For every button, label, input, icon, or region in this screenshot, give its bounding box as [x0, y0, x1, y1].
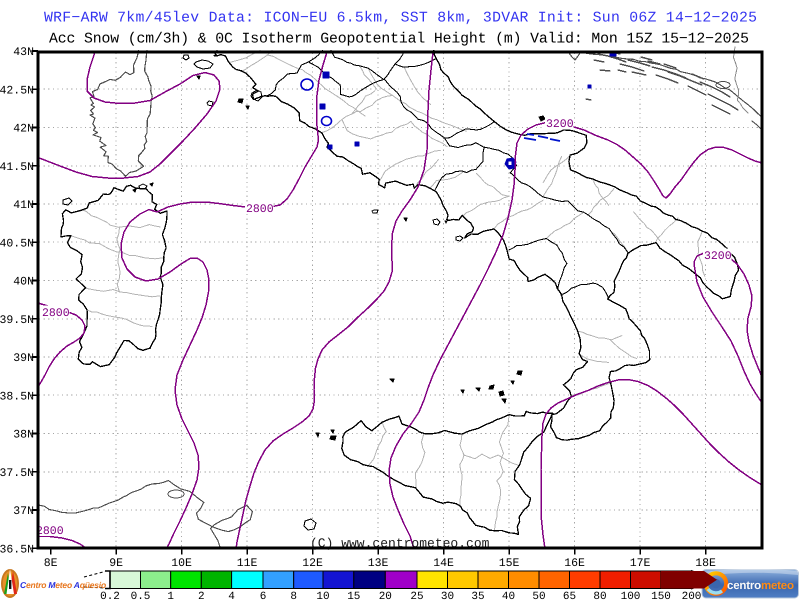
svg-text:3200: 3200: [546, 118, 574, 131]
svg-text:25: 25: [410, 591, 423, 600]
svg-text:36.5N: 36.5N: [0, 544, 34, 557]
svg-text:42N: 42N: [13, 123, 34, 136]
svg-text:200: 200: [682, 591, 702, 600]
svg-text:11E: 11E: [237, 557, 258, 570]
svg-text:0.2: 0.2: [100, 591, 120, 600]
svg-text:18E: 18E: [695, 557, 716, 570]
svg-text:50: 50: [532, 591, 545, 600]
svg-text:20: 20: [379, 591, 392, 600]
svg-text:41N: 41N: [13, 199, 34, 212]
svg-text:6: 6: [260, 591, 267, 600]
svg-text:Acc Snow (cm/3h) & 0C Isotherm: Acc Snow (cm/3h) & 0C Isotherm Geopotent…: [49, 32, 749, 48]
svg-text:13E: 13E: [368, 557, 389, 570]
svg-text:30: 30: [441, 591, 454, 600]
svg-text:37.5N: 37.5N: [0, 467, 34, 480]
svg-text:43N: 43N: [13, 46, 34, 59]
svg-text:15E: 15E: [499, 557, 520, 570]
svg-text:9E: 9E: [109, 557, 123, 570]
svg-text:42.5N: 42.5N: [0, 85, 34, 98]
svg-text:40: 40: [502, 591, 515, 600]
svg-text:80: 80: [593, 591, 606, 600]
svg-text:10: 10: [316, 591, 329, 600]
svg-text:10E: 10E: [171, 557, 192, 570]
svg-text:3200: 3200: [704, 250, 732, 263]
svg-text:38N: 38N: [13, 429, 34, 442]
svg-text:centrometeo: centrometeo: [727, 580, 794, 592]
svg-text:4: 4: [228, 591, 235, 600]
svg-text:150: 150: [651, 591, 671, 600]
svg-text:8E: 8E: [44, 557, 58, 570]
svg-text:WRF−ARW 7km/45lev Data: ICON−: WRF−ARW 7km/45lev Data: ICON−EU 6.5km, S…: [44, 11, 757, 27]
svg-text:17E: 17E: [630, 557, 651, 570]
svg-text:15: 15: [347, 591, 360, 600]
svg-text:Centro Meteo Aqüesio: Centro Meteo Aqüesio: [20, 580, 106, 590]
svg-text:40N: 40N: [13, 276, 34, 289]
svg-text:8: 8: [290, 591, 297, 600]
svg-text:2800: 2800: [42, 307, 70, 320]
svg-text:2800: 2800: [246, 203, 274, 216]
svg-text:2: 2: [198, 591, 205, 600]
svg-text:16E: 16E: [564, 557, 585, 570]
svg-text:1: 1: [167, 591, 174, 600]
svg-text:39N: 39N: [13, 352, 34, 365]
svg-text:41.5N: 41.5N: [0, 161, 34, 174]
svg-text:38.5N: 38.5N: [0, 390, 34, 403]
svg-text:40.5N: 40.5N: [0, 237, 34, 250]
svg-text:65: 65: [563, 591, 576, 600]
svg-text:37N: 37N: [13, 505, 34, 518]
svg-text:0.5: 0.5: [131, 591, 151, 600]
svg-text:100: 100: [621, 591, 641, 600]
svg-text:14E: 14E: [433, 557, 454, 570]
svg-text:35: 35: [471, 591, 484, 600]
svg-text:2800: 2800: [36, 525, 64, 538]
svg-text:39.5N: 39.5N: [0, 314, 34, 327]
svg-text:12E: 12E: [302, 557, 323, 570]
